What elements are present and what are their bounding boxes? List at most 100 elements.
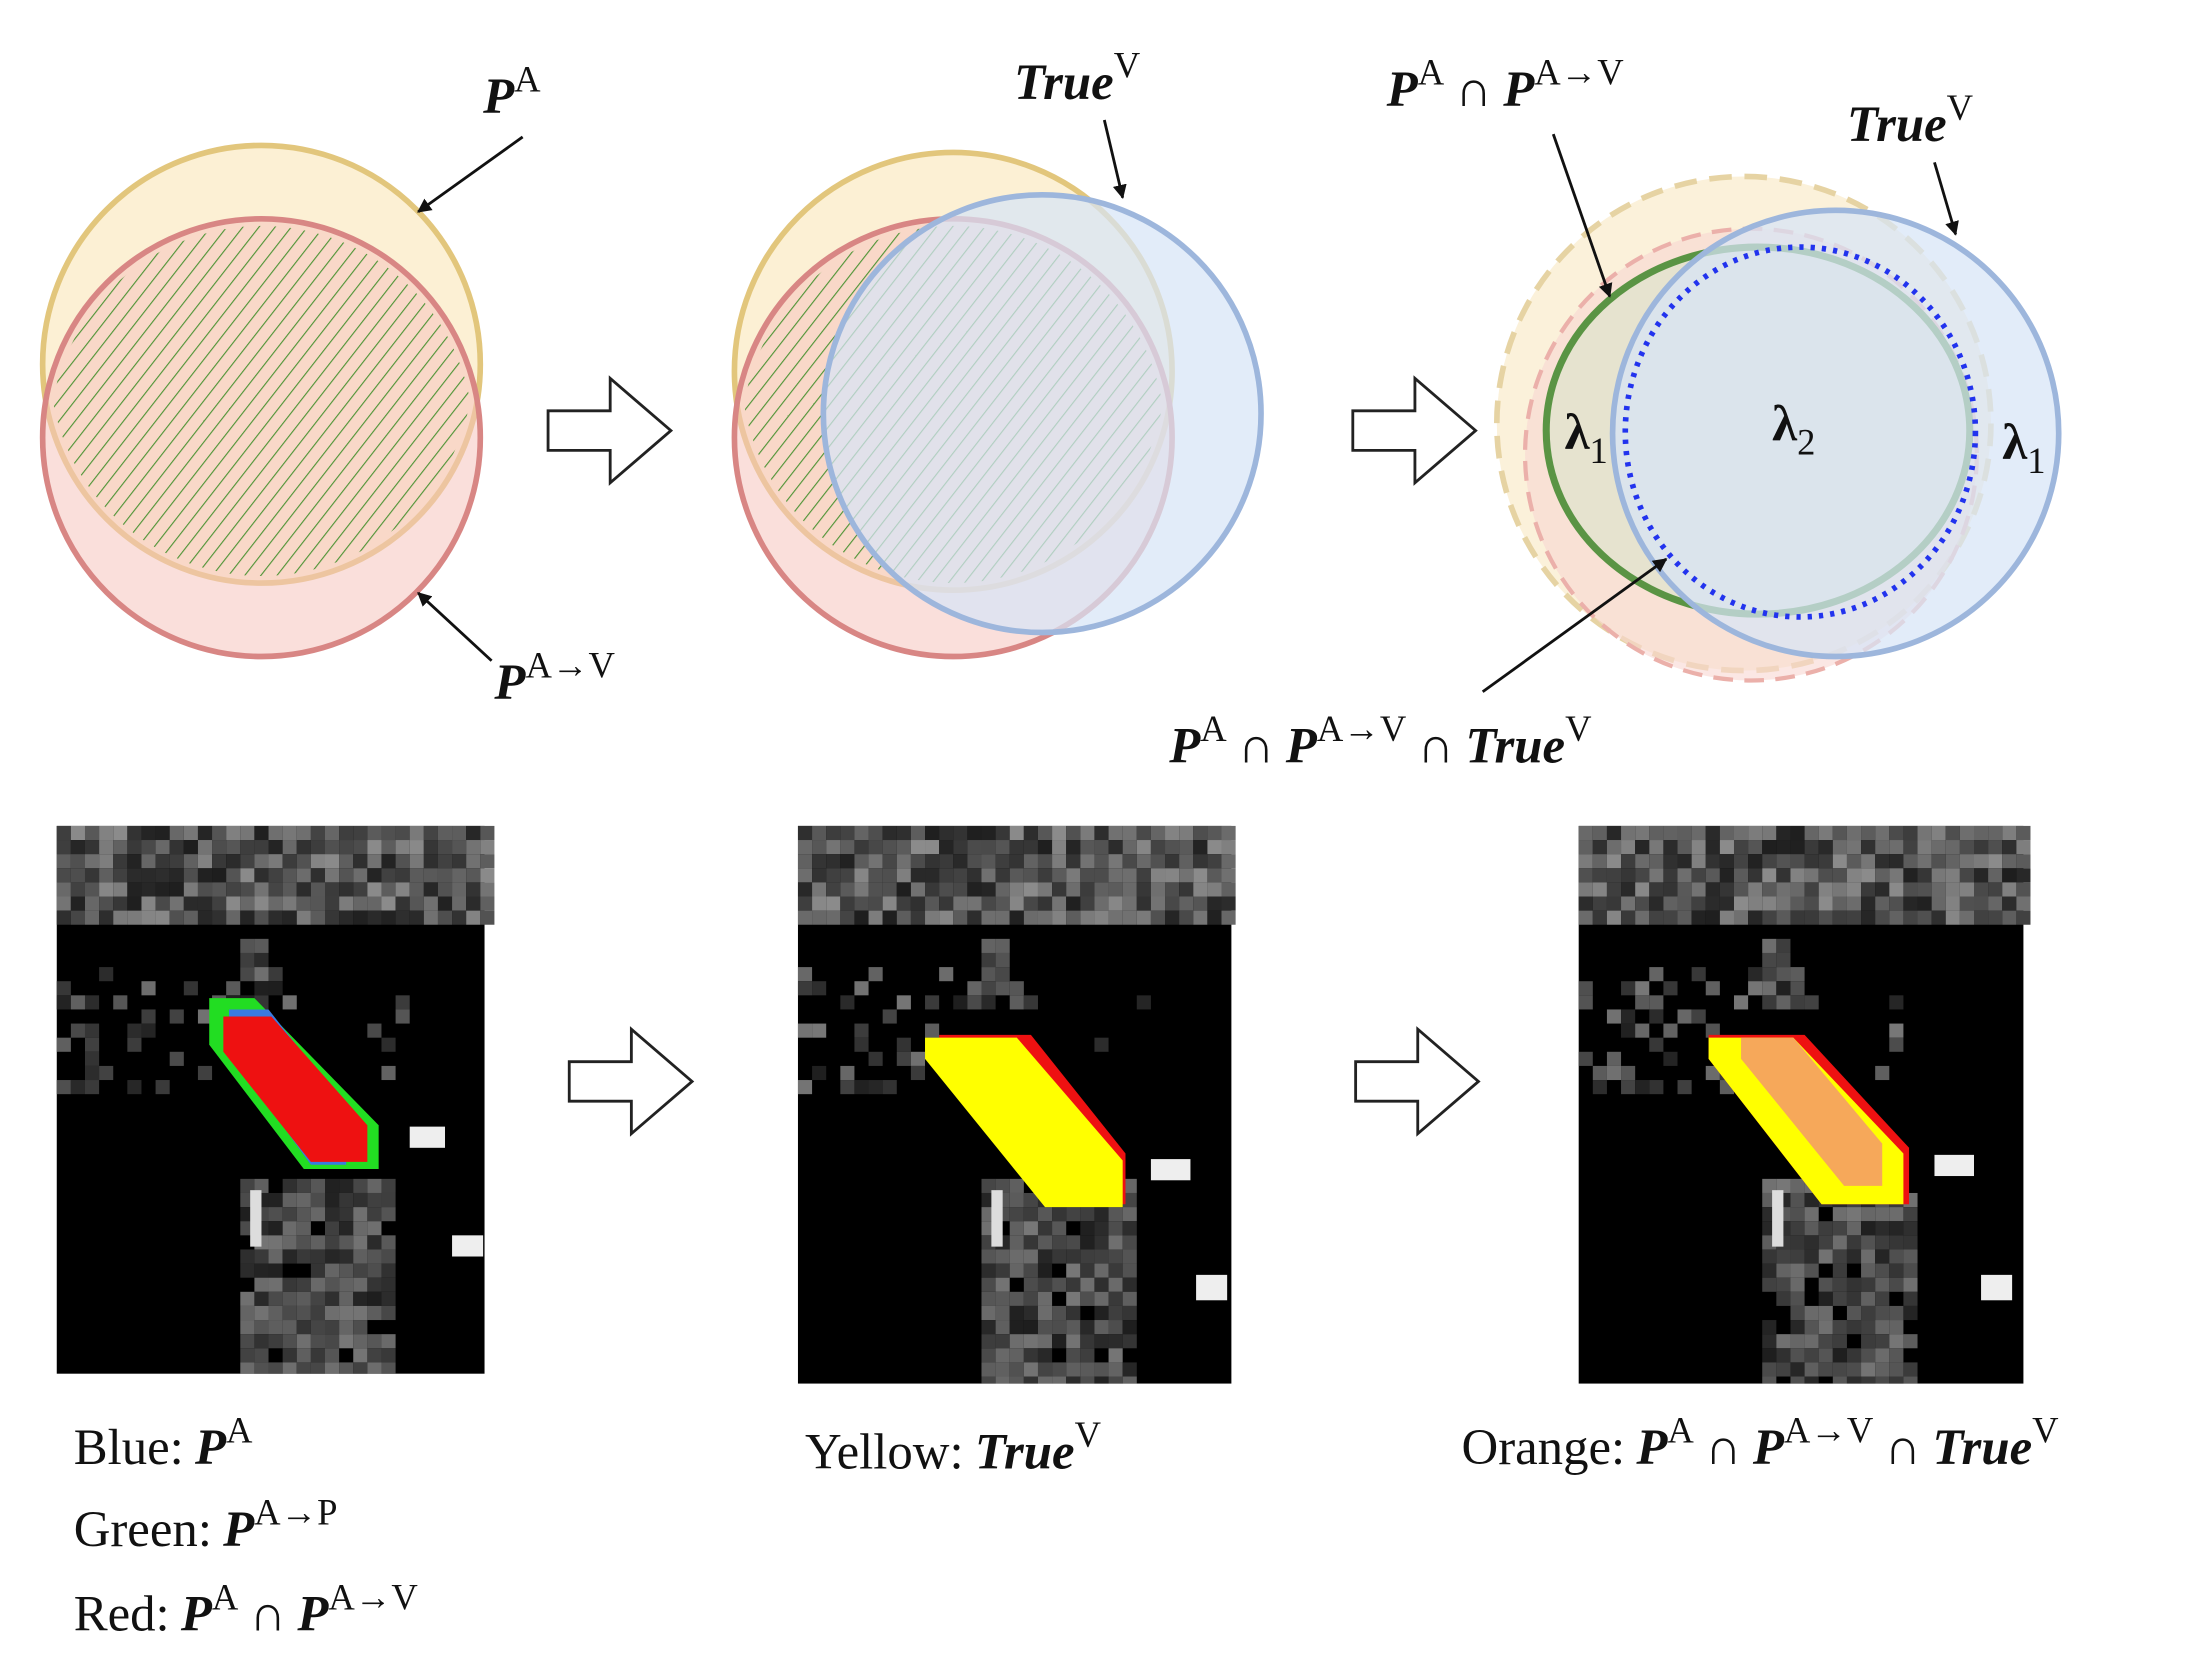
scan-pixel — [1023, 1320, 1038, 1335]
label-part: ∩ — [1238, 717, 1275, 773]
scan-pixel — [1733, 910, 1749, 925]
scan-pixel — [1748, 967, 1763, 982]
label-part: P — [482, 68, 515, 124]
scan-pixel — [325, 840, 340, 855]
scan-pixel — [1649, 868, 1664, 883]
scan-pixel — [282, 1305, 297, 1321]
scan-pixel — [1705, 910, 1720, 925]
scan-pixel — [141, 896, 156, 911]
scan-pixel — [1207, 896, 1222, 911]
scan-pixel — [466, 882, 481, 897]
scan-pixel — [1578, 995, 1593, 1010]
scan-pixel — [1663, 981, 1678, 996]
scan-pixel — [1080, 1207, 1095, 1222]
scan-pixel — [1066, 1235, 1081, 1250]
scan-pixel — [353, 825, 368, 841]
label: Orange: PA ∩ PA→V ∩ TrueV — [1462, 1410, 2059, 1475]
scan-pixel — [1023, 825, 1038, 841]
scan-pixel — [268, 1249, 283, 1264]
scan-pixel — [1861, 1362, 1876, 1377]
scan-pixel — [1733, 995, 1749, 1010]
scan-pixel — [1122, 1221, 1137, 1236]
scan-pixel — [1009, 840, 1024, 855]
scan-pixel — [367, 1348, 382, 1363]
scan-pixel — [480, 882, 495, 897]
scan-pixel — [1094, 1376, 1109, 1384]
scan-pixel — [925, 825, 940, 841]
scan-pixel — [240, 1263, 255, 1278]
scan-pixel — [840, 1080, 855, 1095]
scan-pixel — [1790, 1277, 1805, 1292]
scan-pixel — [840, 868, 855, 883]
scan-pixel — [127, 854, 142, 869]
scan-pixel — [254, 952, 269, 968]
scan-pixel — [1875, 1207, 1890, 1222]
scan-pixel — [1875, 854, 1890, 869]
scan-pixel — [1108, 1348, 1123, 1363]
scan-pixel — [155, 825, 170, 841]
scan-pixel — [1606, 910, 1622, 925]
scan-pixel — [56, 1037, 71, 1052]
scan-pixel — [882, 882, 897, 897]
scan-pixel — [1122, 1376, 1137, 1384]
scan-pixel — [868, 1080, 883, 1095]
scan-pixel — [1776, 1277, 1791, 1292]
scan-pixel — [995, 1320, 1010, 1335]
scan-pixel — [310, 1334, 326, 1349]
scan-pixel — [141, 882, 156, 897]
scan-pixel — [1635, 1023, 1650, 1038]
label-part: λ — [1772, 395, 1798, 451]
scan-pixel — [1818, 1305, 1833, 1321]
scan-pixel — [367, 1362, 382, 1374]
segmentation — [1741, 1037, 1883, 1186]
scan-pixel — [339, 1207, 354, 1222]
scan-pixel — [981, 825, 996, 841]
scan-pixel — [1804, 1235, 1819, 1250]
scan-pixel — [1080, 1376, 1095, 1384]
label-part: Red: — [74, 1586, 170, 1642]
scan-pixel — [1988, 882, 2003, 897]
scan-pixel — [797, 910, 813, 925]
scan-pixel — [1889, 1263, 1904, 1278]
scan-pixel — [1037, 1305, 1053, 1321]
scan-pixel — [127, 1023, 142, 1038]
label-part: P — [1635, 1419, 1668, 1475]
scan-pixel — [381, 1207, 396, 1222]
scan-pixel — [953, 896, 968, 911]
scan-pixel — [254, 1334, 269, 1349]
scan-pixel — [1818, 1221, 1833, 1236]
scan-pixel — [296, 1320, 311, 1335]
scan-pixel — [1705, 868, 1720, 883]
scan-pixel — [70, 1023, 85, 1038]
scan-pixel — [310, 1348, 326, 1363]
scan-pixel — [981, 1291, 996, 1306]
scan-pixel — [84, 1037, 100, 1052]
scan-pixel — [1846, 840, 1862, 855]
scan-pixel — [325, 910, 340, 925]
scan-pixel — [1578, 868, 1593, 883]
scan-pixel — [925, 868, 940, 883]
scan-pixel — [1052, 1277, 1067, 1292]
scan-pixel — [1832, 882, 1847, 897]
scan-pixel — [910, 825, 926, 841]
scan-pixel — [367, 896, 382, 911]
label-part: A→V — [1317, 708, 1406, 749]
scan-pixel — [296, 825, 311, 841]
label-part: P — [1502, 61, 1535, 117]
scan-pixel — [1606, 1065, 1622, 1081]
scan-pixel — [169, 910, 184, 925]
scan-pixel — [296, 1334, 311, 1349]
scan-pixel — [812, 840, 827, 855]
scan-pixel — [1221, 896, 1236, 911]
scan-pixel — [1635, 882, 1650, 897]
scan-pixel — [1578, 981, 1593, 996]
scan-pixel — [268, 1235, 283, 1250]
scan-pixel — [1776, 896, 1791, 911]
scan-pixel — [1832, 1235, 1847, 1250]
scan-pixel — [854, 1037, 869, 1052]
scan-pixel — [56, 882, 71, 897]
scan-pixel — [854, 854, 869, 869]
scan-pixel — [353, 1249, 368, 1264]
